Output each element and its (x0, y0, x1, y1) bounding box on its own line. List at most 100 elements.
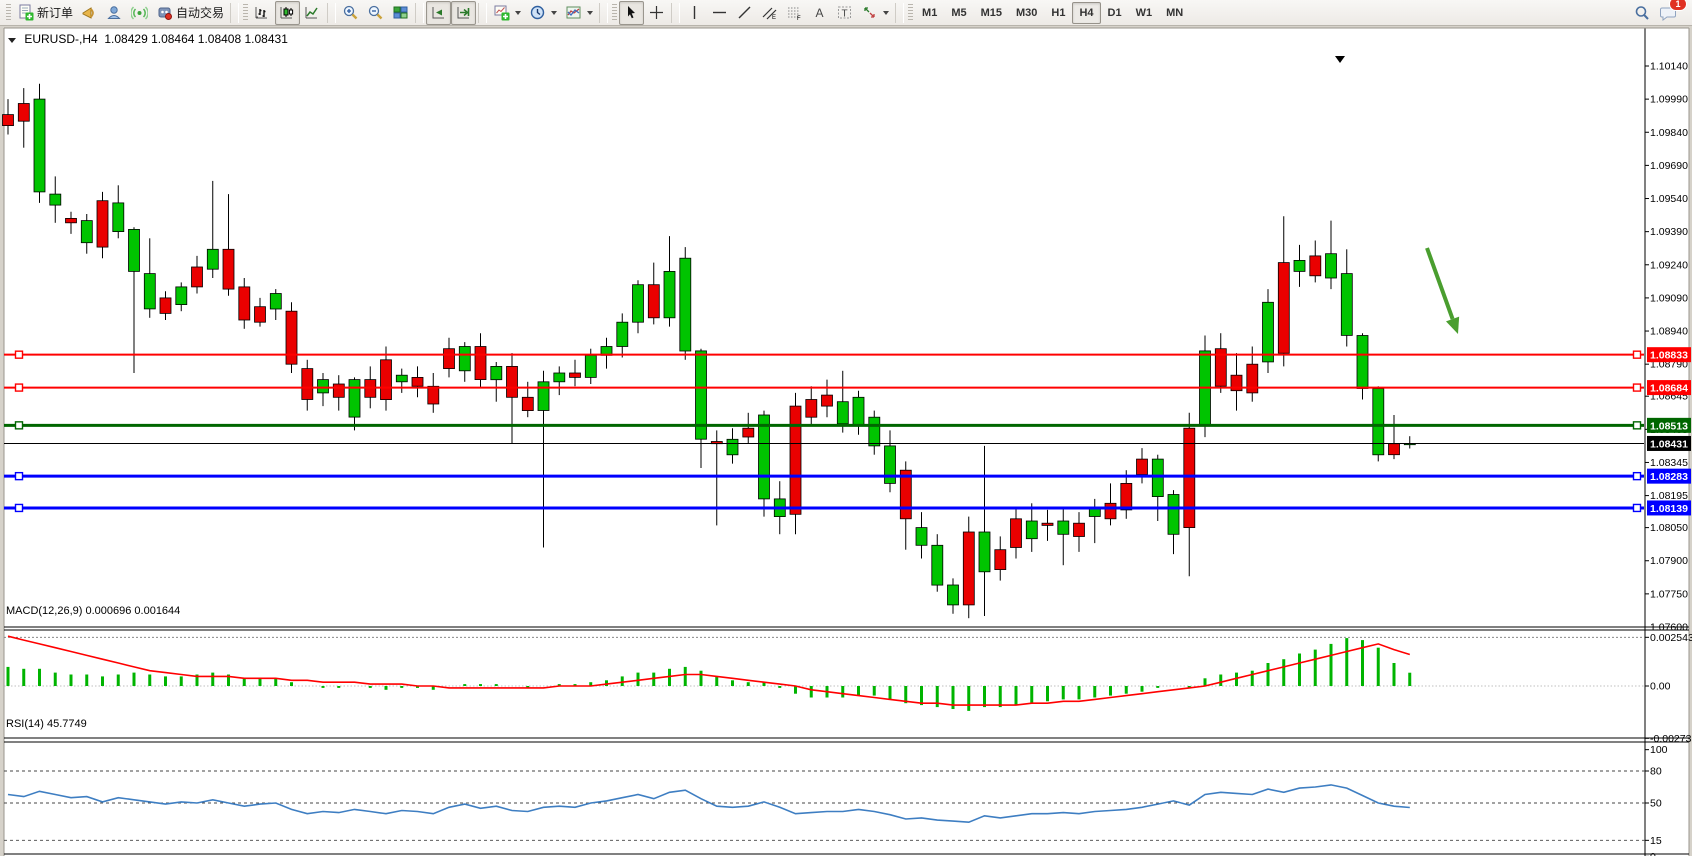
svg-text:1.08345: 1.08345 (1650, 457, 1688, 469)
signals-button[interactable] (127, 1, 152, 25)
trade-group: 新订单 (13, 1, 228, 25)
trendline-button[interactable] (732, 1, 757, 25)
crosshair-button[interactable] (644, 1, 669, 25)
new-order-label: 新订单 (37, 6, 74, 20)
line-chart-button[interactable] (300, 1, 325, 25)
timeframe-M5[interactable]: M5 (951, 6, 967, 19)
zoom-in-button[interactable] (338, 1, 363, 25)
svg-text:1.09690: 1.09690 (1650, 160, 1688, 172)
timeframe-W1[interactable]: W1 (1135, 6, 1153, 19)
fibonacci-button[interactable]: F (782, 1, 807, 25)
svg-text:1.09540: 1.09540 (1650, 193, 1688, 205)
chart-shift-icon (457, 7, 470, 19)
text-label-button[interactable]: T (832, 1, 857, 25)
periods-button[interactable] (525, 1, 561, 25)
cursor-icon (628, 6, 636, 19)
svg-text:1.07750: 1.07750 (1650, 588, 1688, 600)
svg-text:T: T (842, 9, 848, 20)
svg-text:1.08684: 1.08684 (1650, 383, 1688, 395)
new-chart-caret[interactable] (515, 10, 522, 15)
indicators-button[interactable] (561, 1, 597, 25)
macd-indicator-label: MACD(12,26,9) 0.000696 0.001644 (6, 605, 181, 617)
svg-text:50: 50 (1650, 798, 1662, 810)
svg-text:1.08050: 1.08050 (1650, 522, 1688, 534)
chart-window[interactable]: 1.10140 1.09990 1.09840 1.09690 1.09540 1.093… (0, 26, 1692, 856)
svg-text:1.08431: 1.08431 (1650, 438, 1688, 450)
horizontal-line-icon (713, 11, 727, 14)
period-clock-icon (530, 5, 545, 20)
zoom-group (338, 1, 413, 25)
profile-icon (107, 6, 121, 19)
market-button[interactable] (77, 1, 102, 25)
timeframe-MN[interactable]: MN (1166, 6, 1184, 19)
timeframe-M1[interactable]: M1 (922, 6, 938, 19)
timeframe-M15[interactable]: M15 (980, 6, 1002, 19)
auto-trading-label: 自动交易 (176, 6, 225, 20)
timeframe-group: M1 M5 M15 M30 H1 H4 D1 W1 MN (915, 1, 1190, 25)
fibonacci-icon: F (788, 7, 801, 21)
shapes-caret[interactable] (883, 10, 890, 15)
channel-icon: E (762, 7, 777, 21)
line-chart-icon (305, 7, 318, 19)
shapes-button[interactable] (857, 1, 893, 25)
timeframe-D1[interactable]: D1 (1107, 6, 1122, 19)
candlestick-chart-button[interactable] (275, 0, 301, 25)
arrows-icon (864, 7, 875, 18)
chart-type-group (250, 0, 325, 25)
rsi-indicator-label: RSI(14) 45.7749 (6, 718, 87, 730)
bar-chart-button[interactable] (250, 1, 275, 25)
cursor-group (619, 0, 669, 25)
horizontal-line-button[interactable] (707, 1, 732, 25)
svg-text:A: A (816, 6, 824, 20)
svg-text:E: E (772, 15, 776, 21)
svg-text:0.002543: 0.002543 (1650, 632, 1692, 644)
chart-title-dropdown-icon[interactable] (8, 38, 16, 43)
svg-text:1.08283: 1.08283 (1650, 471, 1688, 483)
timeframe-H4[interactable]: H4 (1072, 1, 1101, 24)
timeframe-H1[interactable]: H1 (1051, 6, 1066, 19)
text-button[interactable]: A (807, 1, 832, 25)
new-order-button[interactable]: 新订单 (13, 1, 77, 25)
toolbar-grip[interactable] (6, 3, 11, 22)
megaphone-icon (82, 7, 94, 19)
svg-text:1.09240: 1.09240 (1650, 259, 1688, 271)
zoom-out-button[interactable] (363, 1, 388, 25)
chart-shift-button[interactable] (451, 0, 477, 25)
price-chart[interactable]: 1.10140 1.09990 1.09840 1.09690 1.09540 1.093… (0, 26, 1692, 856)
zoom-in-icon (343, 5, 358, 20)
svg-text:1.09090: 1.09090 (1650, 292, 1688, 304)
text-icon: A (816, 6, 824, 20)
indicators-caret[interactable] (587, 10, 594, 15)
svg-text:1.08940: 1.08940 (1650, 326, 1688, 338)
objects-group (489, 1, 597, 25)
svg-text:15: 15 (1650, 835, 1662, 847)
cursor-button[interactable] (619, 0, 645, 25)
search-button[interactable] (1629, 1, 1655, 25)
new-chart-icon (494, 5, 510, 21)
search-icon (1635, 5, 1649, 20)
svg-text:80: 80 (1650, 765, 1662, 777)
vertical-line-button[interactable] (682, 1, 707, 25)
drawing-group: E F A T (682, 1, 893, 25)
tile-windows-button[interactable] (388, 1, 413, 25)
new-order-icon (19, 4, 34, 21)
vertical-line-icon (693, 6, 696, 19)
timeframe-M30[interactable]: M30 (1016, 6, 1038, 19)
toolbar: 新订单 (0, 0, 1692, 26)
new-chart-button[interactable] (489, 1, 525, 25)
text-label-icon: T (838, 6, 852, 20)
auto-trading-button[interactable]: 自动交易 (152, 1, 228, 25)
svg-text:0: 0 (1650, 851, 1656, 856)
periods-caret[interactable] (551, 10, 558, 15)
community-button[interactable] (102, 1, 127, 25)
auto-scroll-button[interactable] (426, 0, 452, 25)
notifications-button[interactable]: 1 (1655, 0, 1687, 25)
notification-badge: 1 (1669, 0, 1687, 11)
channel-button[interactable]: E (757, 1, 782, 25)
candlestick-chart-icon (280, 7, 294, 19)
svg-text:100: 100 (1650, 744, 1668, 756)
crosshair-icon (650, 6, 664, 19)
svg-text:1.09990: 1.09990 (1650, 94, 1688, 106)
trendline-icon (738, 6, 751, 19)
